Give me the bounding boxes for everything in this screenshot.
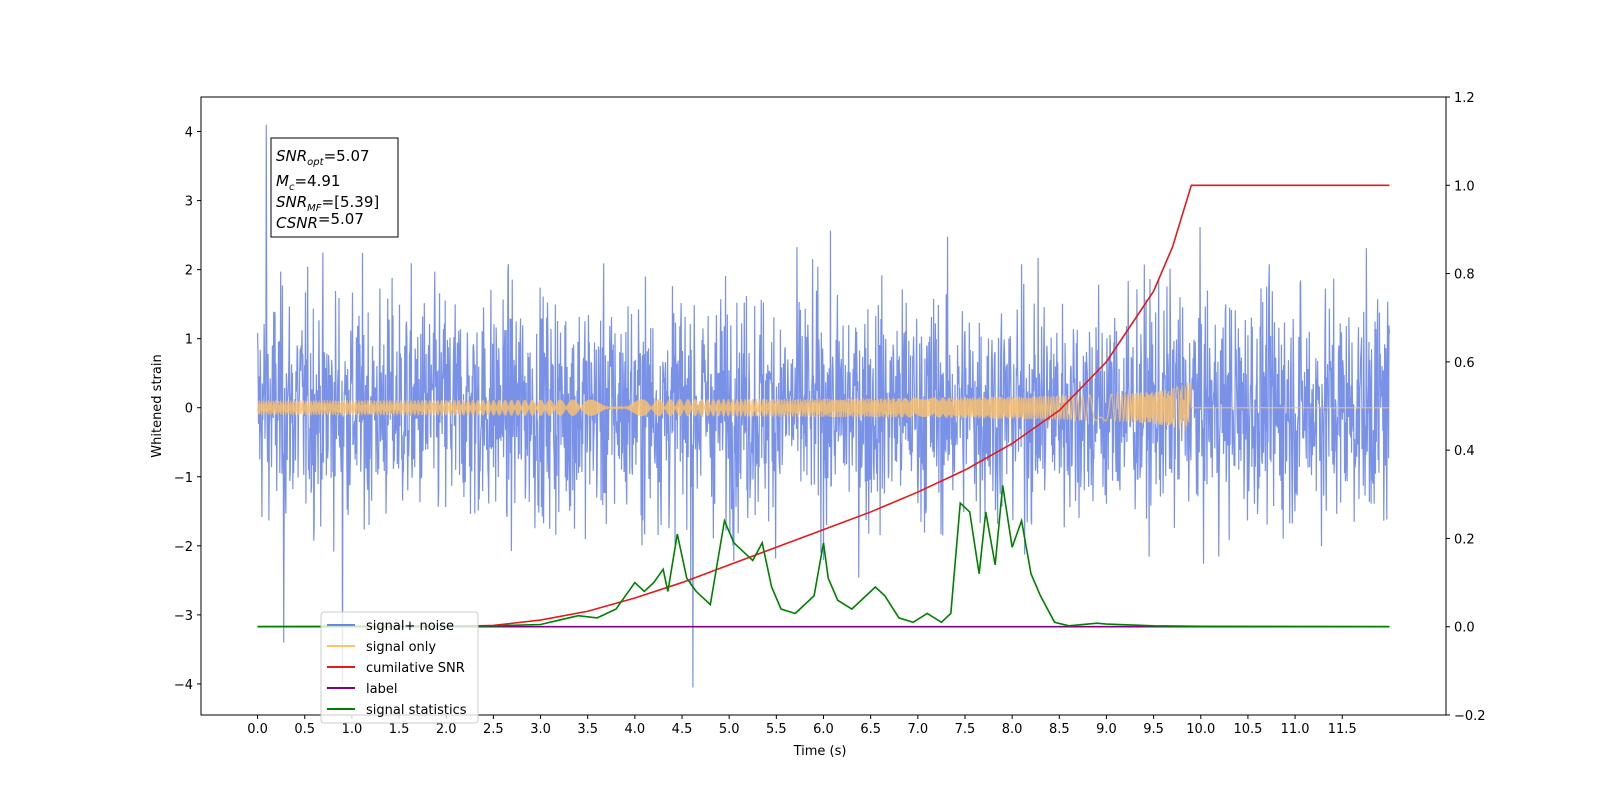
legend: signal+ noise signal only cumilative SNR… <box>320 611 479 724</box>
y-tick-label-0: 4 <box>185 126 193 141</box>
x-tick-label-22: 11.0 <box>1281 722 1310 737</box>
axes-layer: 0.0 0.5 1.0 1.5 2.0 2.5 3.0 3.5 4.0 4.5 5.0 5.5 6.0 6… <box>174 91 1486 737</box>
y-tick-label-2: 2 <box>185 264 193 279</box>
legend-label-signal-only: signal only <box>366 640 436 655</box>
x-tick-label-13: 6.5 <box>860 722 881 737</box>
x-tick-label-8: 4.0 <box>625 722 646 737</box>
x-tick-label-14: 7.0 <box>907 722 928 737</box>
stat-snr-opt: SNRopt=5.07 <box>276 147 370 168</box>
x-tick-label-17: 8.5 <box>1049 722 1070 737</box>
x-tick-label-21: 10.5 <box>1233 722 1262 737</box>
x-tick-label-20: 10.0 <box>1186 722 1215 737</box>
x-tick-label-2: 1.0 <box>342 722 363 737</box>
y2-tick-label-2: 0.8 <box>1454 268 1475 283</box>
y-tick-label-3: 1 <box>185 333 193 348</box>
stat-chirp-mass: Mc=4.91 <box>276 172 340 193</box>
y2-tick-label-4: 0.4 <box>1454 444 1475 459</box>
y-tick-label-8: −4 <box>174 678 193 693</box>
stat-snr-mf: SNRMF=[5.39] <box>276 193 379 214</box>
stats-annotation: SNRopt=5.07 Mc=4.91 SNRMF=[5.39] CSNR=5.… <box>270 137 399 238</box>
x-tick-label-5: 2.5 <box>483 722 504 737</box>
y2-tick-label-7: −0.2 <box>1454 709 1486 724</box>
series-signal-noise <box>256 124 1391 688</box>
x-tick-label-3: 1.5 <box>389 722 410 737</box>
series-signal-only <box>256 382 1390 432</box>
stats-annotation-box <box>270 137 399 238</box>
x-tick-label-4: 2.0 <box>436 722 457 737</box>
y-tick-label-4: 0 <box>185 402 193 417</box>
y-tick-label-1: 3 <box>185 195 193 210</box>
legend-label-signal-noise: signal+ noise <box>366 619 454 634</box>
legend-box <box>320 611 479 724</box>
x-tick-label-23: 11.5 <box>1328 722 1357 737</box>
x-tick-label-16: 8.0 <box>1002 722 1023 737</box>
x-tick-label-0: 0.0 <box>247 722 268 737</box>
series-cumulative-snr <box>257 184 1390 628</box>
x-tick-label-1: 0.5 <box>294 722 315 737</box>
y-tick-label-7: −3 <box>174 609 193 624</box>
y2-tick-label-6: 0.0 <box>1454 621 1475 636</box>
x-tick-label-19: 9.5 <box>1143 722 1164 737</box>
x-axis-label: Time (s) <box>793 744 847 759</box>
y2-tick-label-0: 1.2 <box>1454 91 1475 106</box>
stat-csnr: CSNR=5.07 <box>276 210 364 232</box>
y-tick-label-6: −2 <box>174 540 193 555</box>
x-tick-label-15: 7.5 <box>955 722 976 737</box>
x-tick-label-18: 9.0 <box>1096 722 1117 737</box>
y2-tick-label-1: 1.0 <box>1454 179 1475 194</box>
y2-tick-label-5: 0.2 <box>1454 532 1475 547</box>
series-signal-statistics <box>257 485 1390 628</box>
x-tick-label-7: 3.5 <box>577 722 598 737</box>
y-tick-label-5: −1 <box>174 471 193 486</box>
x-tick-label-10: 5.0 <box>719 722 740 737</box>
legend-label-label: label <box>366 682 397 697</box>
x-tick-label-11: 5.5 <box>766 722 787 737</box>
y-axis-label: Whitened strain <box>150 354 165 457</box>
y2-tick-label-3: 0.6 <box>1454 356 1475 371</box>
x-tick-label-12: 6.0 <box>813 722 834 737</box>
x-tick-label-9: 4.5 <box>672 722 693 737</box>
x-tick-label-6: 3.0 <box>530 722 551 737</box>
legend-label-signal-statistics: signal statistics <box>366 703 467 718</box>
legend-label-cumulative-snr: cumilative SNR <box>366 661 465 676</box>
